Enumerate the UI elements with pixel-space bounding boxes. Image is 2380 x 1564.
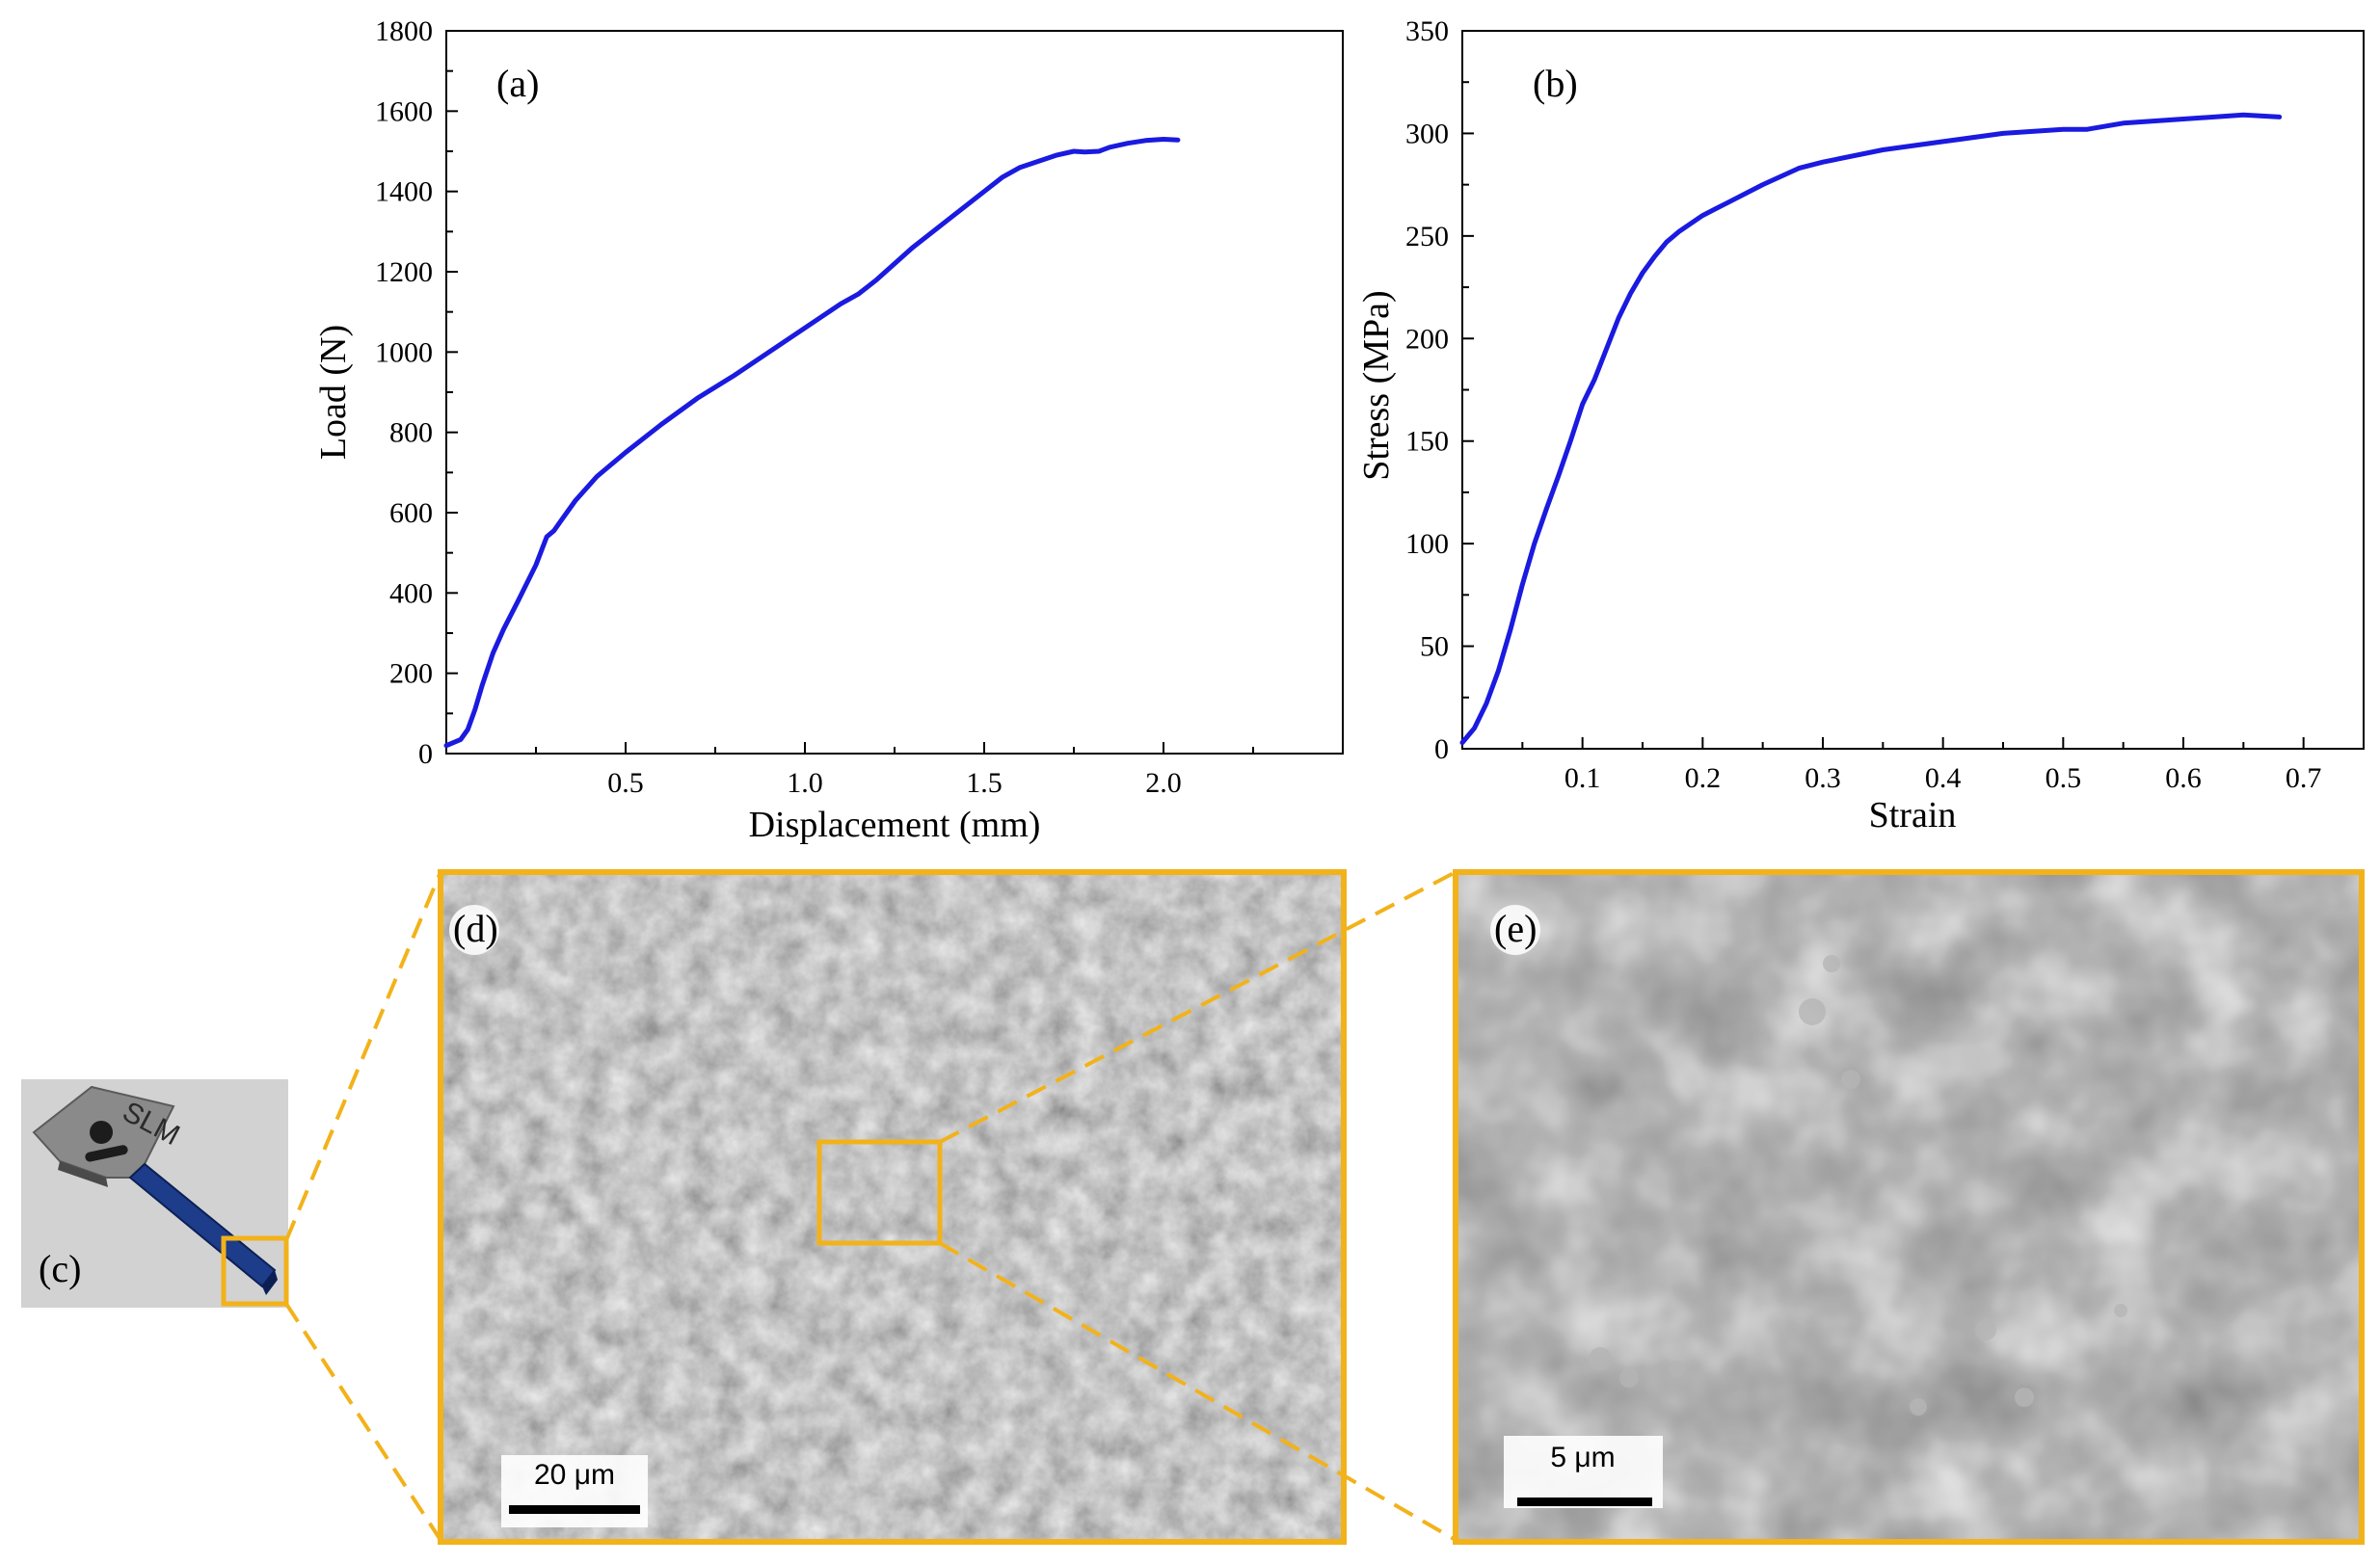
chart-b-plot-frame xyxy=(1461,30,2365,750)
chart-b-y-ticks: 0 50 100 150 200 250 300 350 xyxy=(1405,15,1474,765)
chart-a-y-tick-label: 0 xyxy=(418,738,433,770)
chart-b-x-axis-title: Strain xyxy=(1869,795,1957,835)
load-displacement-chart: 0 200 400 600 800 1000 1200 1400 1600 1800 0.5 1.0… xyxy=(313,15,1344,845)
zoom-line-c-d-bottom xyxy=(284,1302,442,1542)
chart-a-panel-label: (a) xyxy=(496,62,539,105)
chart-b-x-tick-label: 0.7 xyxy=(2286,762,2322,794)
zoom-line-d-e-bottom xyxy=(939,1241,1457,1542)
chart-b-y-tick-label: 300 xyxy=(1405,118,1449,149)
chart-b-x-tick-label: 0.4 xyxy=(1925,762,1962,794)
chart-a-x-ticks: 0.5 1.0 1.5 2.0 xyxy=(535,742,1254,799)
sem-e-scale-bg xyxy=(1504,1436,1663,1508)
chart-b-x-tick-label: 0.3 xyxy=(1805,762,1841,794)
chart-a-series-layer xyxy=(443,137,1181,749)
sem-d-scale-bg xyxy=(501,1455,648,1527)
sem-d-texture xyxy=(441,872,1344,1542)
sem-e-panel-label: (e) xyxy=(1494,907,1537,950)
chart-a-series-line xyxy=(443,137,1181,749)
chart-b-panel-label: (b) xyxy=(1533,62,1578,105)
sem-d-panel-label: (d) xyxy=(453,907,498,950)
chart-b-x-ticks: 0.1 0.2 0.3 0.4 0.5 0.6 0.7 xyxy=(1521,737,2365,794)
chart-b-y-tick-label: 200 xyxy=(1405,323,1449,355)
chart-a-y-tick-label: 1200 xyxy=(375,256,433,288)
zoom-line-c-d-top xyxy=(284,871,442,1241)
chart-a-x-axis-title: Displacement (mm) xyxy=(749,805,1041,845)
sem-d-zoom-box xyxy=(816,1139,943,1246)
chart-b-y-tick-label: 100 xyxy=(1405,528,1449,560)
sem-e-scale-label: 5 μm xyxy=(1550,1442,1615,1473)
chart-a-y-tick-label: 200 xyxy=(389,658,433,690)
chart-a-plot-frame xyxy=(445,30,1344,755)
chart-b-x-tick-label: 0.1 xyxy=(1564,762,1601,794)
sem-d-scale-label: 20 μm xyxy=(534,1459,615,1491)
chart-b-y-tick-label: 50 xyxy=(1420,631,1449,663)
chart-b-x-tick-label: 0.2 xyxy=(1685,762,1722,794)
chart-b-series-layer xyxy=(1459,112,2283,746)
chart-a-x-tick-label: 1.0 xyxy=(787,767,823,799)
specimen-photo: SLM (c) xyxy=(21,1079,289,1308)
chart-a-y-tick-label: 1800 xyxy=(375,15,433,47)
photo-c-panel-label: (c) xyxy=(39,1247,81,1290)
chart-a-y-axis-title: Load (N) xyxy=(313,325,354,460)
chart-b-x-tick-label: 0.5 xyxy=(2046,762,2082,794)
chart-b-y-tick-label: 250 xyxy=(1405,221,1449,252)
chart-a-y-tick-label: 400 xyxy=(389,577,433,609)
chart-a-y-tick-label: 1600 xyxy=(375,95,433,127)
sem-d-scale-bar xyxy=(509,1505,640,1514)
chart-a-x-tick-label: 2.0 xyxy=(1145,767,1182,799)
chart-a-y-tick-label: 800 xyxy=(389,417,433,449)
chart-a-y-tick-label: 600 xyxy=(389,497,433,529)
chart-b-series-line xyxy=(1459,112,2283,746)
specimen-highlight-box xyxy=(221,1235,289,1307)
sem-e-particles xyxy=(1589,955,2127,1416)
chart-b-x-tick-label: 0.6 xyxy=(2165,762,2202,794)
sem-e-frame xyxy=(1453,869,2365,1545)
chart-a-y-tick-label: 1400 xyxy=(375,176,433,208)
chart-a-x-tick-label: 1.5 xyxy=(966,767,1003,799)
chart-b-y-tick-label: 350 xyxy=(1405,15,1449,47)
specimen-shape: SLM xyxy=(32,1085,278,1295)
sem-e-scale-bar xyxy=(1517,1498,1652,1506)
sem-image-d: (d) 20 μm xyxy=(438,869,1347,1545)
chart-b-y-axis-title: Stress (MPa) xyxy=(1356,290,1397,480)
chart-a-y-tick-label: 1000 xyxy=(375,336,433,368)
chart-a-y-ticks: 0 200 400 600 800 1000 1200 1400 1600 1800 xyxy=(375,15,458,770)
sem-e-texture xyxy=(1456,872,2362,1542)
stress-strain-chart: 0 50 100 150 200 250 300 350 0.1 0.2 0.3 0.4 0.5 0.6… xyxy=(1356,15,2365,835)
sem-image-e: (e) 5 μm xyxy=(1453,869,2365,1545)
chart-a-x-tick-label: 0.5 xyxy=(607,767,644,799)
chart-b-y-tick-label: 0 xyxy=(1434,733,1449,765)
chart-b-y-tick-label: 150 xyxy=(1405,426,1449,458)
sem-d-frame xyxy=(438,869,1347,1545)
